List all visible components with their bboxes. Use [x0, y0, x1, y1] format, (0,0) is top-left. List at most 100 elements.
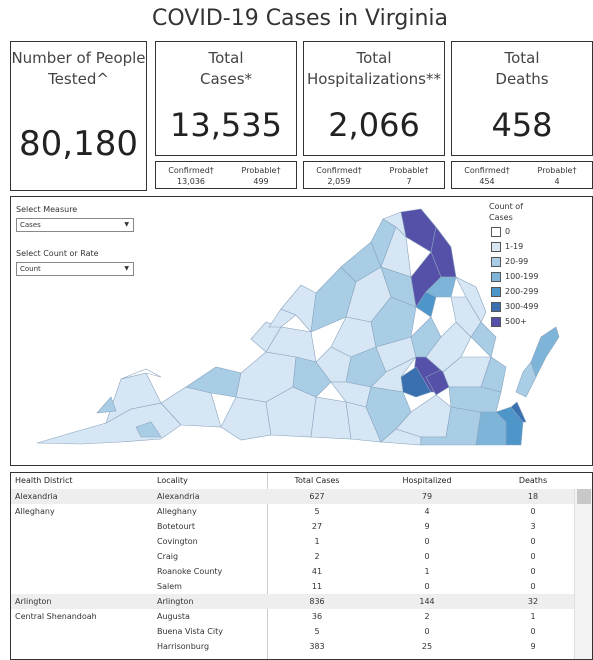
count-rate-selected-value: Count — [20, 265, 41, 273]
map-region — [96, 396, 117, 414]
measure-dropdown[interactable]: Cases ▼ — [16, 218, 134, 232]
tested-card: Number of People Tested^ 80,180 — [10, 41, 147, 191]
map-legend: Count of Cases 0 1-19 20-99 100-199 200-… — [489, 201, 538, 331]
cell-locality: Alexandria — [157, 492, 200, 501]
table-row[interactable]: Buena Vista City 5 0 0 — [11, 624, 575, 639]
deaths-breakdown: Confirmed† 454 Probable† 4 — [451, 161, 593, 189]
cell-hospitalized: 0 — [424, 552, 430, 561]
cell-locality: Craig — [157, 552, 179, 561]
cases-probable-value: 499 — [253, 177, 269, 186]
legend-label: 200-299 — [505, 287, 539, 296]
cell-hospitalized: 1 — [424, 567, 430, 576]
map-region — [515, 361, 537, 398]
map-region — [425, 276, 457, 298]
cell-locality: Botetourt — [157, 522, 195, 531]
map-region — [370, 296, 417, 348]
cell-cases: 1 — [314, 537, 320, 546]
legend-item[interactable]: 0 — [489, 226, 523, 241]
table-row[interactable]: Covington 1 0 0 — [11, 534, 575, 549]
tested-label-line1: Number of People — [11, 49, 146, 67]
cell-hospitalized: 2 — [424, 612, 430, 621]
table-row[interactable]: Central Shenandoah Augusta 36 2 1 — [11, 609, 575, 624]
legend-item[interactable]: 500+ — [489, 316, 527, 331]
map-panel: Select Measure Cases ▼ Select Count or R… — [10, 196, 593, 466]
count-rate-dropdown[interactable]: Count ▼ — [16, 262, 134, 276]
table-row[interactable]: Alexandria Alexandria 627 79 18 — [11, 489, 575, 504]
header-health-district[interactable]: Health District — [15, 476, 73, 485]
cell-deaths: 0 — [530, 537, 536, 546]
map-region — [280, 284, 317, 333]
legend-item[interactable]: 1-19 — [489, 241, 523, 256]
legend-label: 1-19 — [505, 242, 524, 251]
table-scrollbar[interactable] — [574, 489, 592, 659]
map-region — [105, 372, 162, 424]
cell-hospitalized: 25 — [421, 642, 433, 651]
deaths-probable-value: 4 — [554, 177, 560, 186]
cell-cases: 5 — [314, 507, 320, 516]
legend-item[interactable]: 300-499 — [489, 301, 538, 316]
cell-cases: 41 — [311, 567, 323, 576]
cell-deaths: 0 — [530, 552, 536, 561]
scrollbar-thumb[interactable] — [577, 489, 591, 504]
cases-card: Total Cases* 13,535 — [155, 41, 297, 156]
cases-confirmed-value: 13,036 — [177, 177, 205, 186]
cell-hospitalized: 0 — [424, 582, 430, 591]
cell-cases: 383 — [309, 642, 325, 651]
cell-deaths: 18 — [527, 492, 539, 501]
header-hospitalized[interactable]: Hospitalized — [402, 476, 452, 485]
cases-probable-label: Probable† — [241, 166, 281, 175]
count-rate-label: Select Count or Rate — [16, 249, 99, 258]
deaths-probable-label: Probable† — [537, 166, 577, 175]
table-row[interactable]: Arlington Arlington 836 144 32 — [11, 594, 575, 609]
cases-label-line1: Total — [208, 49, 244, 67]
table-row[interactable]: Botetourt 27 9 3 — [11, 519, 575, 534]
table-row[interactable]: Craig 2 0 0 — [11, 549, 575, 564]
table-row[interactable]: Roanoke County 41 1 0 — [11, 564, 575, 579]
cell-locality: Salem — [157, 582, 182, 591]
table-row[interactable]: Alleghany Alleghany 5 4 0 — [11, 504, 575, 519]
legend-title-line1: Count of — [489, 202, 524, 211]
legend-item[interactable]: 100-199 — [489, 271, 538, 286]
tested-label-line2: Tested^ — [48, 70, 109, 88]
hosp-label-line2: Hospitalizations** — [307, 70, 441, 88]
header-locality[interactable]: Locality — [157, 476, 188, 485]
deaths-card: Total Deaths 458 — [451, 41, 593, 156]
legend-label: 20-99 — [505, 257, 529, 266]
legend-swatch — [491, 242, 501, 252]
cell-hospitalized: 79 — [421, 492, 433, 501]
table-row[interactable]: Salem 11 0 0 — [11, 579, 575, 594]
virginia-map[interactable] — [11, 197, 593, 466]
cell-deaths: 32 — [527, 597, 539, 606]
cell-locality: Augusta — [157, 612, 190, 621]
legend-item[interactable]: 20-99 — [489, 256, 528, 271]
map-region — [220, 396, 272, 441]
map-region — [292, 356, 332, 398]
legend-swatch — [491, 287, 501, 297]
deaths-confirmed-value: 454 — [479, 177, 495, 186]
measure-label: Select Measure — [16, 205, 78, 214]
cell-deaths: 0 — [530, 582, 536, 591]
deaths-value: 458 — [491, 106, 553, 144]
header-total-cases[interactable]: Total Cases — [294, 476, 340, 485]
cases-confirmed-label: Confirmed† — [168, 166, 214, 175]
deaths-label-line1: Total — [504, 49, 540, 67]
hospitalizations-card: Total Hospitalizations** 2,066 — [303, 41, 445, 156]
column-divider — [267, 473, 268, 659]
cell-locality: Covington — [157, 537, 198, 546]
cell-district: Alleghany — [15, 507, 55, 516]
cell-deaths: 1 — [530, 612, 536, 621]
cell-hospitalized: 9 — [424, 522, 430, 531]
deaths-confirmed-label: Confirmed† — [464, 166, 510, 175]
legend-item[interactable]: 200-299 — [489, 286, 538, 301]
hosp-probable-value: 7 — [406, 177, 412, 186]
map-region — [310, 396, 352, 440]
legend-swatch — [491, 227, 501, 237]
cell-cases: 27 — [311, 522, 323, 531]
table-row[interactable]: Harrisonburg 383 25 9 — [11, 639, 575, 654]
hosp-confirmed-label: Confirmed† — [316, 166, 362, 175]
chevron-down-icon: ▼ — [124, 221, 129, 228]
header-deaths[interactable]: Deaths — [518, 476, 548, 485]
legend-title-line2: Cases — [489, 213, 513, 222]
hosp-breakdown: Confirmed† 2,059 Probable† 7 — [303, 161, 445, 189]
cell-hospitalized: 4 — [424, 507, 430, 516]
